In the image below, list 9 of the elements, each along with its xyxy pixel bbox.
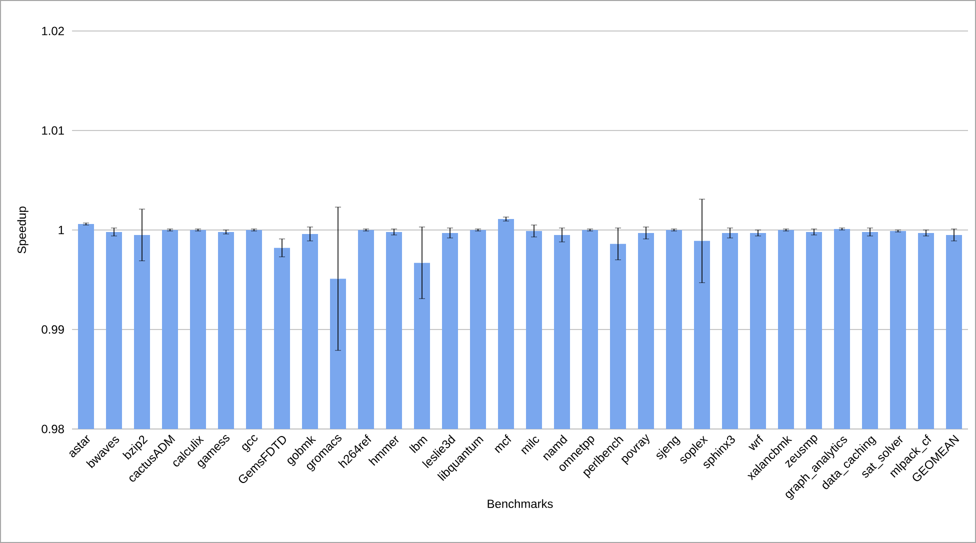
y-tick-label: 1 [58, 226, 64, 234]
x-tick-label: milc [521, 436, 540, 455]
x-axis-title: Benchmarks [488, 499, 553, 508]
y-tick-label: 1.02 [42, 26, 64, 36]
y-axis-title: Speedup [17, 206, 28, 254]
y-tick-label: 0.99 [42, 325, 64, 334]
y-tick-label: 1.01 [42, 126, 64, 135]
y-tick-label: 0.98 [42, 424, 64, 434]
x-tick-label: mcf [494, 434, 512, 454]
